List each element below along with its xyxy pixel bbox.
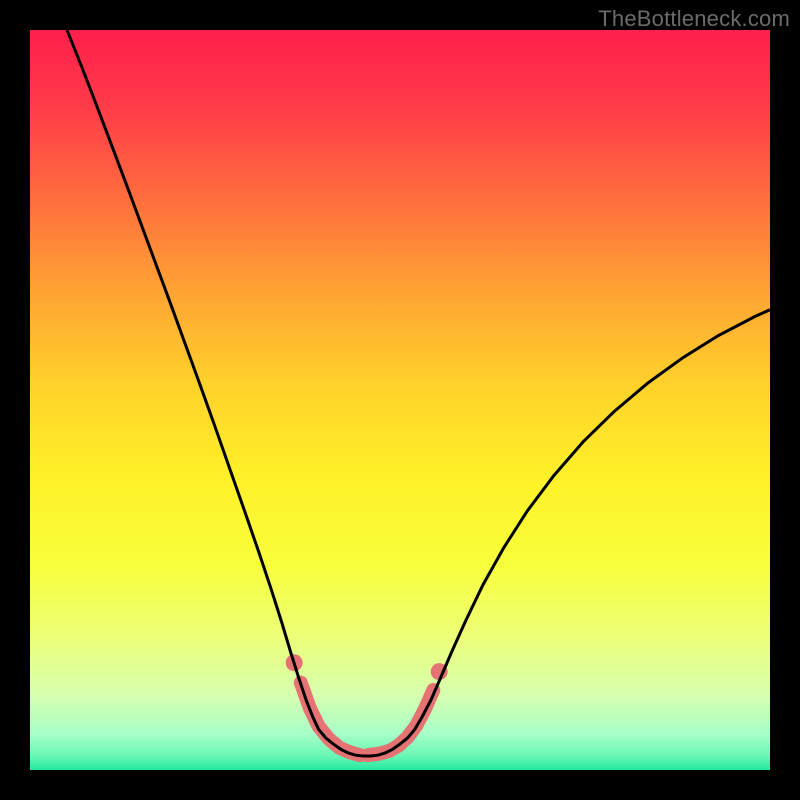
- watermark-text: TheBottleneck.com: [598, 6, 790, 32]
- curve-layer: [30, 30, 770, 770]
- highlight-segment-left: [301, 683, 360, 756]
- plot-area: [30, 30, 770, 770]
- main-curve: [67, 30, 770, 756]
- outer-frame: TheBottleneck.com: [0, 0, 800, 800]
